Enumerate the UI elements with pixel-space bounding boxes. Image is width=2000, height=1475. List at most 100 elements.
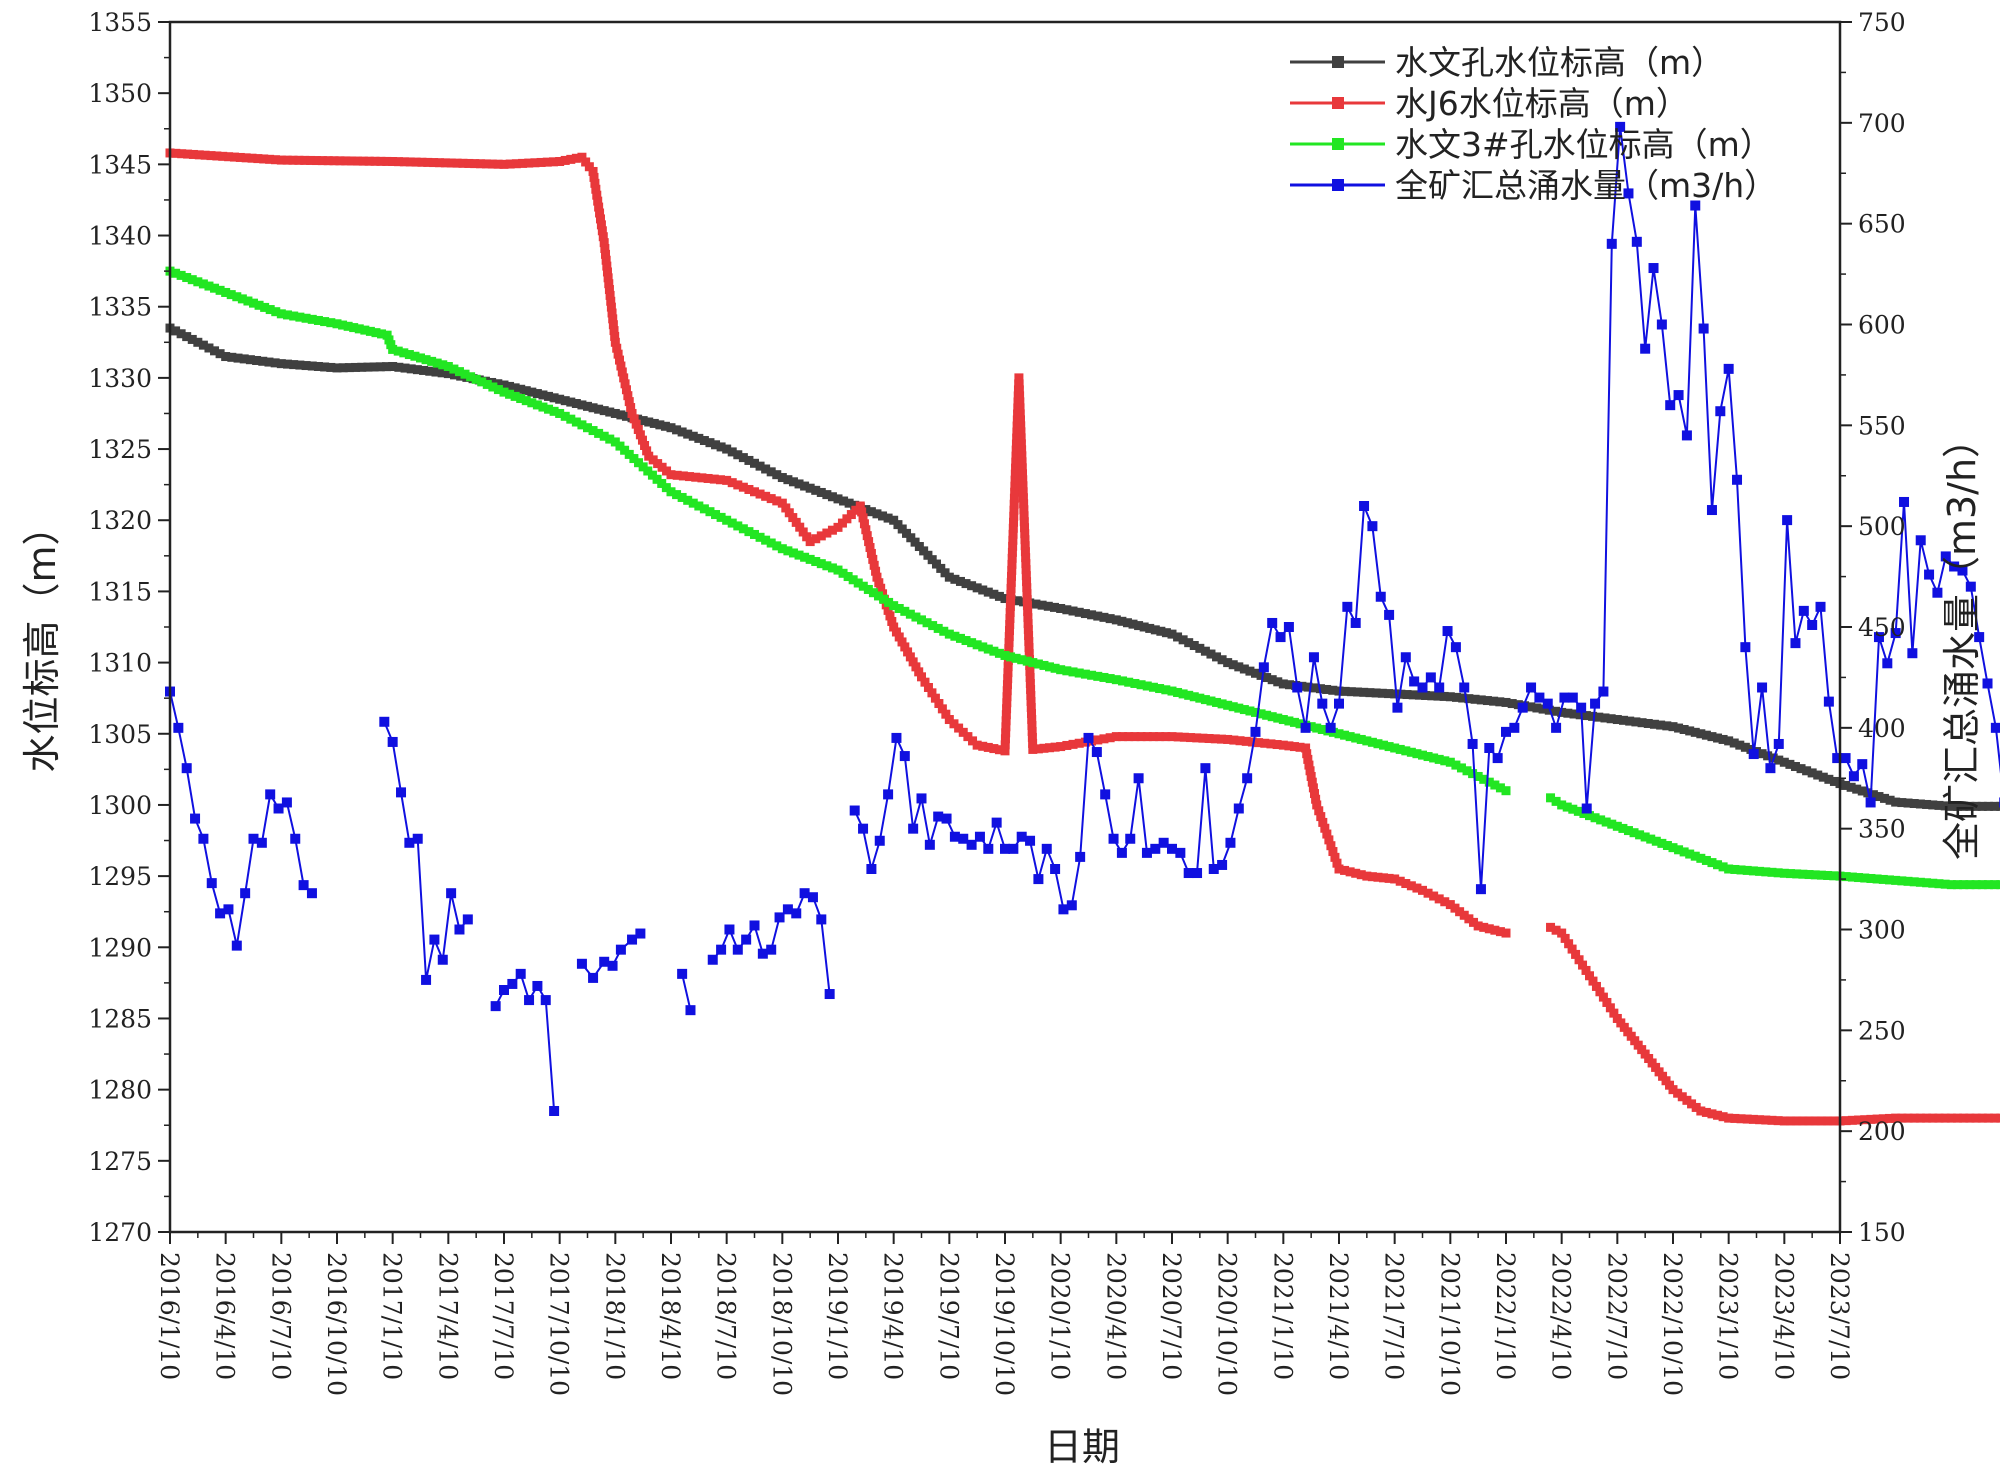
series-point	[738, 482, 748, 492]
series-point	[1804, 870, 1814, 880]
series-point	[1062, 740, 1072, 750]
series-point	[1272, 740, 1282, 750]
series-point	[323, 156, 333, 166]
series-point	[677, 492, 687, 502]
series-point	[1656, 319, 1667, 330]
series-point	[1600, 713, 1610, 723]
series-point	[1050, 864, 1061, 874]
series-point	[1588, 976, 1598, 986]
series-point	[1300, 722, 1311, 733]
series-point	[994, 591, 1004, 601]
series-point	[1124, 677, 1134, 687]
series-point	[1195, 693, 1205, 703]
series-point	[176, 270, 186, 280]
series-point	[905, 652, 915, 662]
series-point	[1010, 487, 1020, 497]
series-point	[460, 369, 470, 379]
series-point	[661, 483, 671, 493]
series-point	[1765, 763, 1776, 774]
series-point	[824, 989, 835, 1000]
series-point	[187, 334, 197, 344]
series-point	[1178, 635, 1188, 645]
series-point	[1550, 706, 1560, 716]
series-point	[1305, 766, 1315, 776]
series-point	[1062, 666, 1072, 676]
series-point	[571, 417, 581, 427]
series-point	[1212, 652, 1222, 662]
series-point	[1971, 1113, 1981, 1123]
series-point	[1637, 718, 1647, 728]
series-point	[1773, 738, 1784, 749]
series-point	[329, 156, 339, 166]
series-point	[741, 934, 752, 945]
series-point	[1885, 795, 1895, 805]
series-point	[215, 285, 225, 295]
right-y-tick-label: 500	[1858, 512, 1906, 541]
series-point	[1267, 617, 1278, 628]
series-point	[1596, 815, 1606, 825]
series-point	[232, 292, 242, 302]
series-point	[443, 369, 453, 379]
series-point	[1679, 847, 1689, 857]
series-point	[1526, 682, 1537, 693]
series-point	[978, 585, 988, 595]
series-point	[900, 606, 910, 616]
series-point	[1425, 672, 1436, 683]
series-point	[1005, 607, 1015, 617]
series-point	[1990, 1113, 2000, 1123]
series-point	[722, 515, 732, 525]
series-point	[1953, 801, 1963, 811]
series-point	[1402, 690, 1412, 700]
series-point	[827, 525, 837, 535]
right-y-tick-label: 150	[1858, 1218, 1906, 1247]
series-point	[1316, 812, 1326, 822]
x-axis-title: 日期	[1044, 1425, 1120, 1469]
series-point	[1429, 753, 1439, 763]
series-point	[1946, 880, 1956, 890]
legend-marker	[1332, 97, 1344, 109]
series-point	[939, 626, 949, 636]
series-point	[1971, 880, 1981, 890]
series-point	[1198, 733, 1208, 743]
series-point	[1635, 830, 1645, 840]
series-point	[1742, 865, 1752, 875]
series-point	[1312, 800, 1322, 810]
series-point	[566, 397, 576, 407]
series-point	[1601, 817, 1611, 827]
series-point	[605, 290, 615, 300]
series-point	[1056, 742, 1066, 752]
series-point	[311, 156, 321, 166]
series-point	[607, 308, 617, 318]
series-point	[599, 956, 610, 967]
series-point	[419, 365, 429, 375]
series-point	[638, 462, 648, 472]
series-point	[1786, 869, 1796, 879]
series-point	[1375, 591, 1386, 602]
x-tick-label: 2018/10/10	[767, 1252, 796, 1396]
series-point	[1351, 733, 1361, 743]
series-point	[1557, 800, 1567, 810]
series-point	[1083, 732, 1094, 743]
series-point	[1490, 780, 1500, 790]
series-point	[733, 521, 743, 531]
series-point	[247, 153, 257, 163]
series-point	[1033, 659, 1043, 669]
series-point	[1551, 796, 1561, 806]
series-point	[516, 394, 526, 404]
series-point	[1018, 475, 1028, 485]
series-point	[1015, 403, 1025, 413]
series-point	[619, 373, 629, 383]
series-point	[1915, 877, 1925, 887]
series-point	[615, 355, 625, 365]
series-point	[1421, 690, 1431, 700]
series-point	[1489, 696, 1499, 706]
series-point	[282, 155, 292, 165]
series-point	[542, 157, 552, 167]
series-point	[1922, 878, 1932, 888]
series-point	[610, 337, 620, 347]
series-point	[1175, 847, 1186, 858]
series-point	[1099, 672, 1109, 682]
series-point	[1278, 715, 1288, 725]
series-point	[524, 995, 535, 1006]
x-tick-label: 2023/7/10	[1825, 1252, 1854, 1380]
